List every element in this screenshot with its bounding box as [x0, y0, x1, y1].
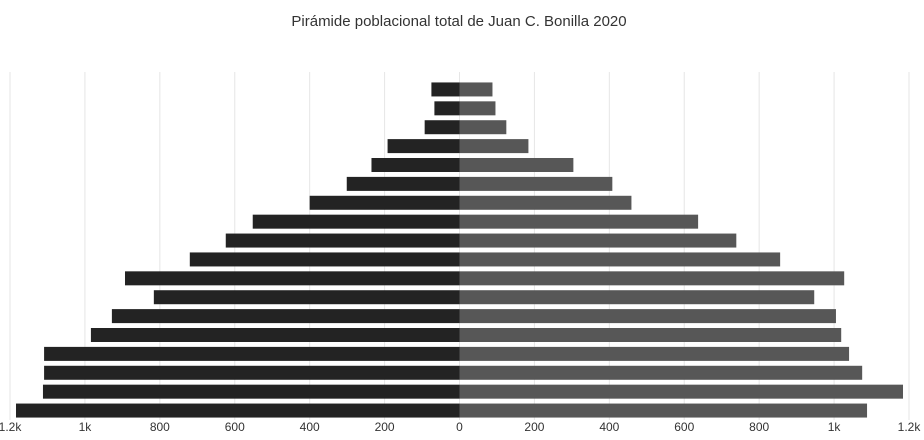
- x-tick-label: 800: [749, 420, 769, 434]
- bar: [153, 290, 460, 305]
- chart-title: Pirámide poblacional total de Juan C. Bo…: [291, 13, 626, 30]
- bar: [459, 233, 737, 248]
- bar: [459, 290, 815, 305]
- x-tick-label: 200: [524, 420, 544, 434]
- bar: [346, 176, 460, 191]
- bar: [44, 365, 460, 380]
- bar: [90, 328, 460, 342]
- x-tick-label: 600: [674, 420, 694, 434]
- bar: [459, 309, 836, 324]
- bar: [424, 120, 460, 135]
- bar: [111, 309, 460, 324]
- bar: [459, 214, 699, 229]
- x-tick-label: 200: [375, 420, 395, 434]
- bar: [459, 328, 842, 342]
- bar: [459, 384, 904, 399]
- bar: [459, 176, 613, 191]
- bar: [431, 82, 460, 97]
- x-tick-label: 1.2k: [898, 420, 922, 434]
- bar: [42, 384, 460, 399]
- bar: [434, 101, 460, 116]
- x-tick-label: 1k: [79, 420, 93, 434]
- x-tick-label: 0: [456, 420, 463, 434]
- bar: [459, 139, 529, 154]
- bar: [225, 233, 460, 248]
- bar: [459, 82, 493, 97]
- bar: [459, 365, 863, 380]
- bar: [459, 403, 868, 418]
- bar: [459, 346, 850, 361]
- bar: [459, 271, 845, 286]
- bar: [387, 139, 460, 154]
- bar: [44, 346, 460, 361]
- bar: [459, 195, 632, 210]
- bar: [371, 158, 460, 172]
- x-tick-label: 800: [150, 420, 170, 434]
- bar: [15, 403, 460, 418]
- bar: [189, 252, 460, 267]
- bar: [459, 252, 781, 267]
- bar: [459, 120, 507, 135]
- x-tick-label: 400: [599, 420, 619, 434]
- bar: [252, 214, 460, 229]
- bar: [459, 101, 496, 116]
- x-tick-label: 600: [225, 420, 245, 434]
- x-tick-label: 1.2k: [0, 420, 22, 434]
- bar: [124, 271, 460, 286]
- x-tick-label: 1k: [828, 420, 842, 434]
- bar: [459, 158, 574, 172]
- bar: [309, 195, 460, 210]
- x-tick-label: 400: [300, 420, 320, 434]
